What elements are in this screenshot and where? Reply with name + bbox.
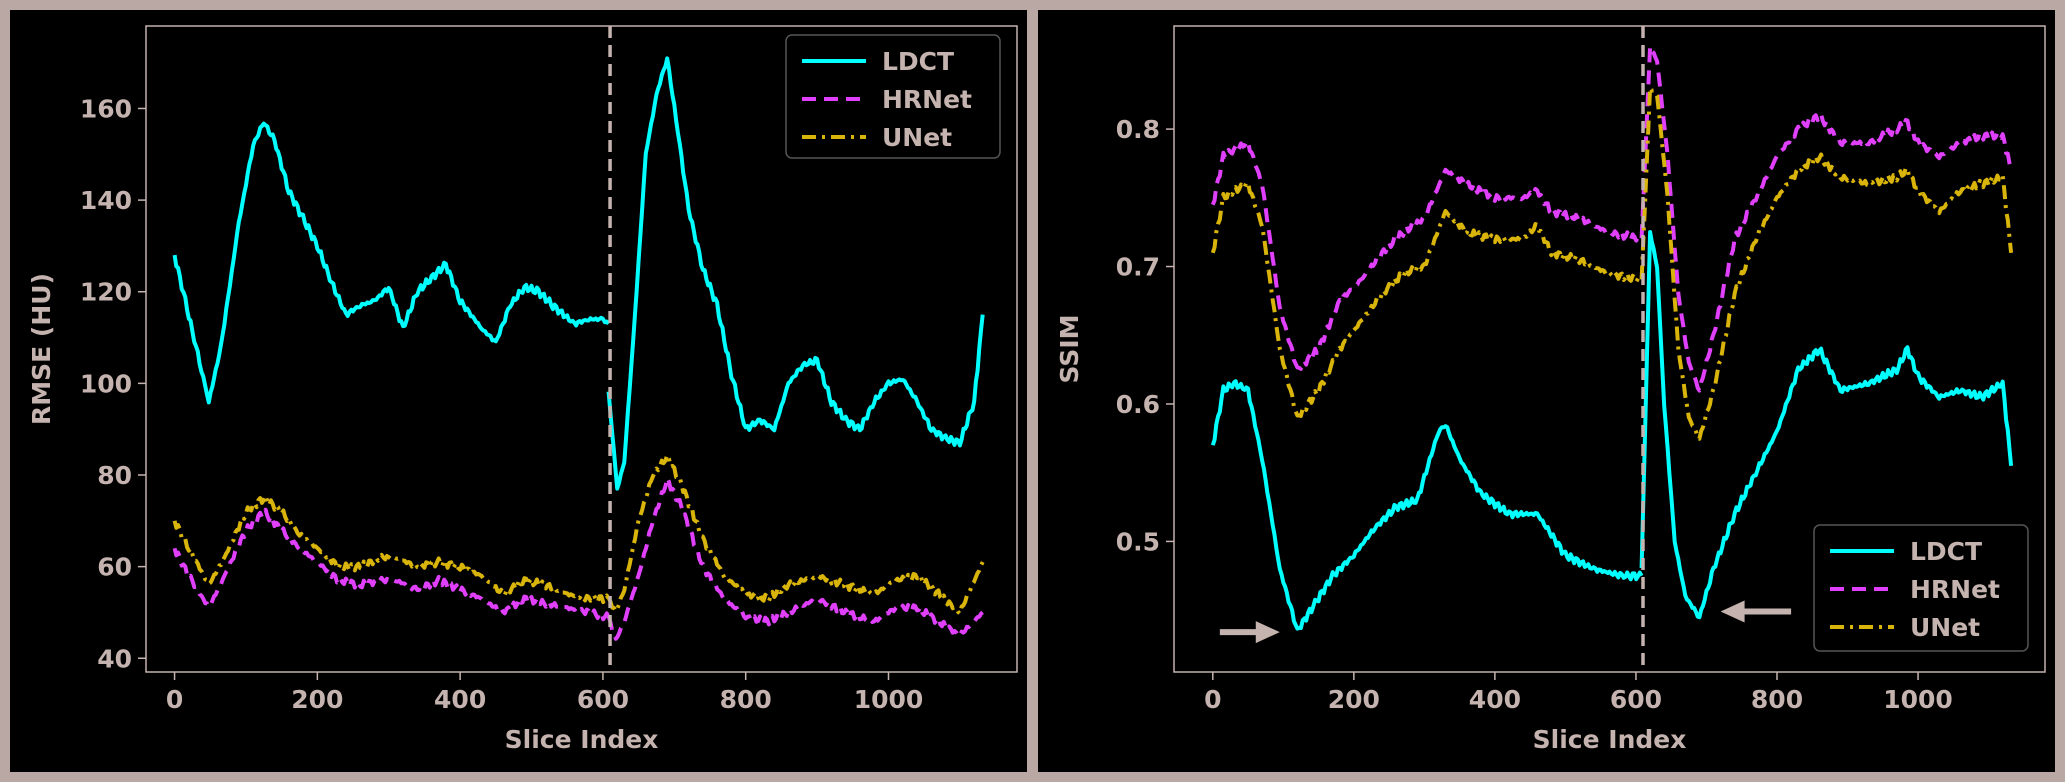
y-tick-label: 0.6 — [1116, 390, 1160, 419]
y-axis-label: RMSE (HU) — [27, 273, 56, 425]
x-axis-label: Slice Index — [505, 725, 659, 754]
annotation-arrow — [1219, 621, 1280, 644]
series-ldct-line-2 — [1639, 230, 2014, 620]
legend-label-ldct: LDCT — [882, 47, 954, 76]
x-tick-label: 400 — [1469, 685, 1521, 714]
x-tick-label: 200 — [1328, 685, 1380, 714]
plot-frame — [1173, 25, 2046, 673]
y-tick-label: 140 — [80, 186, 132, 215]
legend: LDCT HRNet UNet — [1813, 524, 2029, 652]
series-ldct-line-1 — [172, 121, 611, 405]
x-tick-label: 800 — [1751, 685, 1803, 714]
x-tick-label: 1000 — [854, 685, 924, 714]
legend-label-hrnet: HRNet — [882, 85, 972, 114]
series-ldct-line-2 — [606, 56, 985, 491]
y-tick-label: 0.7 — [1116, 253, 1160, 282]
series-unet-line-1 — [1210, 180, 1643, 418]
x-tick-label: 1000 — [1883, 685, 1953, 714]
y-tick-label: 40 — [97, 644, 132, 673]
ssim-chart: 0 200 400 600 800 1000 0.5 0.6 0.7 0.8 Slice Index… — [1055, 25, 2046, 754]
x-tick-label: 0 — [1204, 685, 1221, 714]
arrow-head — [1720, 600, 1745, 623]
arrow-head — [1255, 621, 1280, 644]
x-tick-label: 0 — [166, 685, 183, 714]
x-tick-label: 800 — [720, 685, 772, 714]
legend-box — [785, 34, 1001, 159]
x-tick-label: 400 — [434, 685, 486, 714]
legend-label-unet: UNet — [1910, 613, 1980, 642]
series-hrnet-line-1 — [172, 507, 611, 622]
y-tick-label: 0.8 — [1116, 115, 1160, 144]
legend-label-ldct: LDCT — [1910, 537, 1982, 566]
y-tick-label: 60 — [97, 553, 132, 582]
y-tick-label: 120 — [80, 278, 132, 307]
y-tick-label: 100 — [80, 369, 132, 398]
legend-label-unet: UNet — [882, 123, 952, 152]
y-tick-label: 0.5 — [1116, 527, 1160, 556]
series-ldct-line-1 — [1210, 379, 1644, 631]
y-axis-label: SSIM — [1055, 314, 1084, 383]
rmse-chart: 0 200 400 600 800 1000 40 60 80 100 120 140 160 Slice… — [27, 25, 1018, 754]
x-axis-label: Slice Index — [1533, 725, 1687, 754]
x-tick-label: 600 — [1610, 685, 1662, 714]
annotation-arrow — [1720, 600, 1792, 623]
x-tick-label: 200 — [291, 685, 343, 714]
rmse-chart-panel: 0 200 400 600 800 1000 40 60 80 100 120 140 160 Slice… — [10, 10, 1027, 772]
plot-frame — [145, 25, 1018, 673]
ssim-chart-panel: 0 200 400 600 800 1000 0.5 0.6 0.7 0.8 Slice Index… — [1038, 10, 2055, 772]
legend: LDCT HRNet UNet — [785, 34, 1001, 159]
series-hrnet-line-2 — [606, 475, 984, 641]
y-tick-label: 160 — [80, 94, 132, 123]
series-unet-line-2 — [1639, 85, 2014, 441]
plot-area — [172, 56, 985, 641]
y-tick-label: 80 — [97, 461, 132, 490]
series-hrnet-line-2 — [1639, 44, 2014, 393]
plot-area — [1210, 44, 2014, 631]
series-unet-line-1 — [172, 493, 611, 605]
legend-box — [1813, 524, 2029, 652]
series-unet-line-2 — [606, 452, 985, 616]
series-hrnet-line-1 — [1210, 139, 1643, 371]
legend-label-hrnet: HRNet — [1910, 575, 2000, 604]
x-tick-label: 600 — [577, 685, 629, 714]
